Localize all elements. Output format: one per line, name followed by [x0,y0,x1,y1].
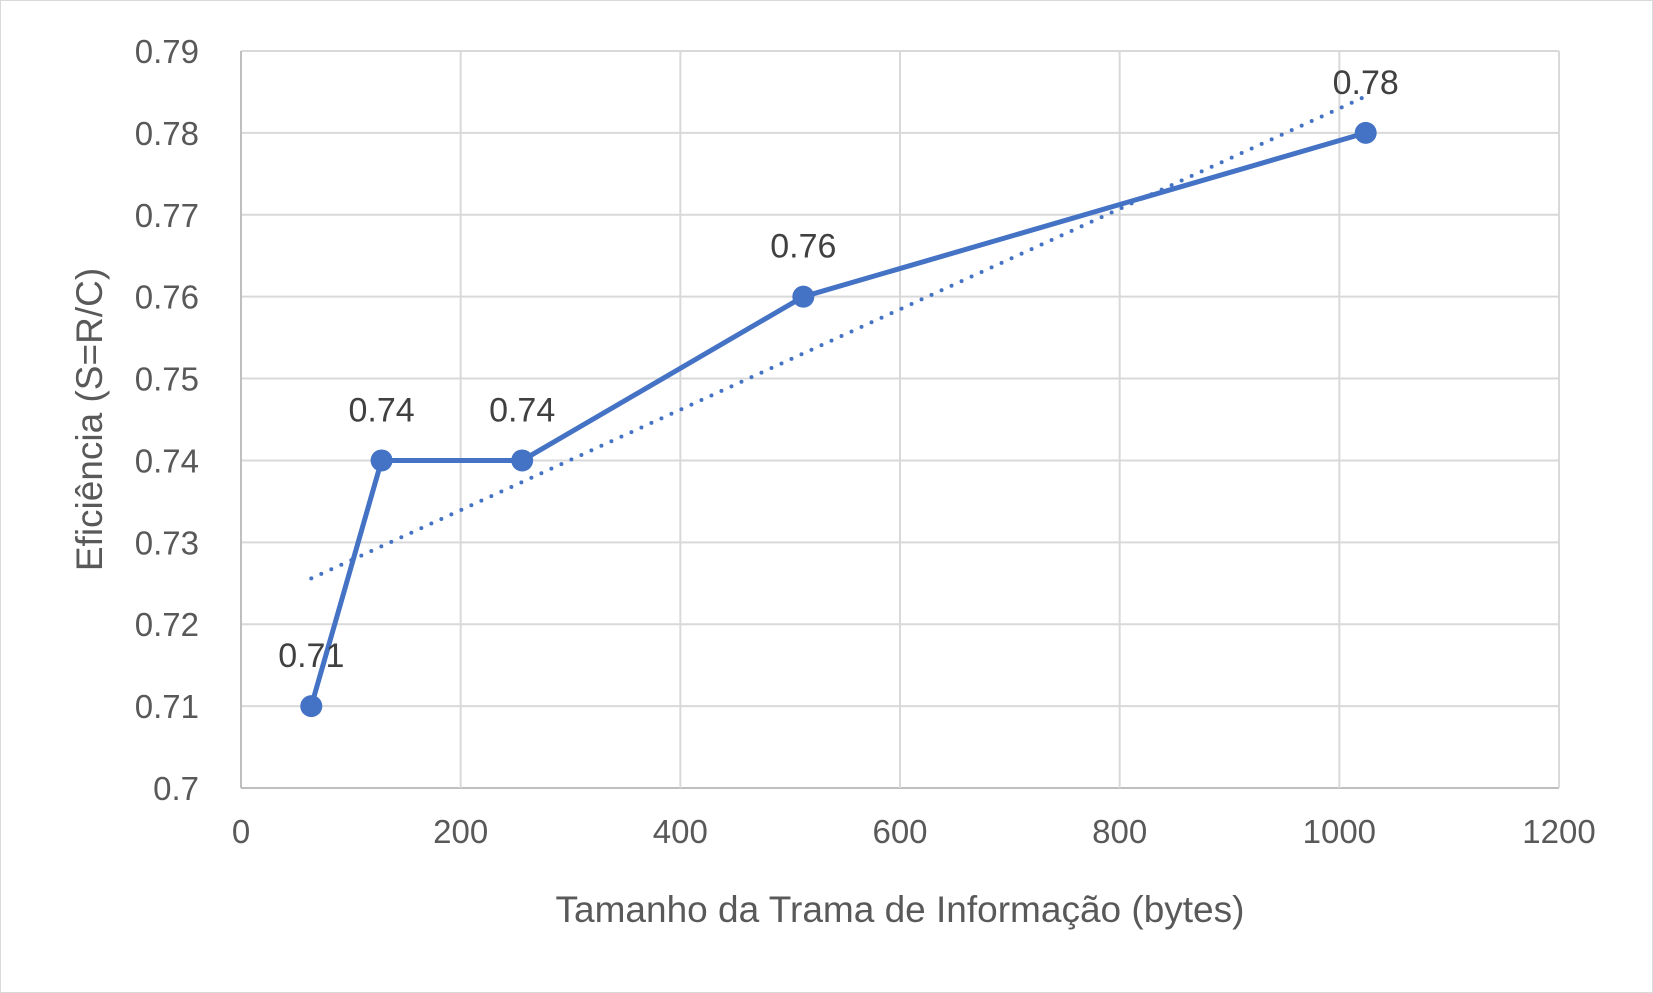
data-label: 0.78 [1333,64,1399,102]
data-point [1354,121,1377,144]
x-axis-title: Tamanho da Trama de Informação (bytes) [556,889,1245,930]
y-tick-label: 0.75 [135,361,199,398]
x-tick-label: 800 [1092,813,1147,850]
data-point [370,449,393,472]
y-axis-title: Eficiência (S=R/C) [69,268,110,571]
x-tick-label: 400 [653,813,708,850]
data-label: 0.76 [770,228,836,266]
y-axis-tick-labels: 0.7 0.71 0.72 0.73 0.74 0.75 0.76 0.77 0.78 0.79 [135,33,199,807]
data-series [300,121,1377,718]
y-tick-label: 0.7 [153,770,199,807]
x-tick-label: 1200 [1522,813,1595,850]
data-labels: 0.71 0.74 0.74 0.76 0.78 [278,64,1399,675]
y-tick-label: 0.73 [135,524,199,561]
gridlines [240,50,1560,789]
x-tick-label: 200 [433,813,488,850]
y-tick-label: 0.77 [135,197,199,234]
x-axis-tick-labels: 0 200 400 600 800 1000 1200 [232,813,1596,850]
x-tick-label: 1000 [1303,813,1376,850]
trendline [309,94,1368,581]
series-line [308,130,1367,707]
data-point [511,449,534,472]
data-label: 0.71 [278,637,344,675]
x-tick-label: 600 [872,813,927,850]
y-tick-label: 0.71 [135,688,199,725]
y-tick-label: 0.74 [135,442,199,479]
y-tick-label: 0.72 [135,606,199,643]
x-tick-label: 0 [232,813,250,850]
data-point [792,285,815,308]
y-tick-label: 0.78 [135,115,199,152]
data-point [300,695,323,718]
data-label: 0.74 [348,391,414,429]
data-label: 0.74 [489,391,555,429]
trendline-path [309,94,1368,581]
y-tick-label: 0.79 [135,33,199,70]
y-tick-label: 0.76 [135,279,199,316]
